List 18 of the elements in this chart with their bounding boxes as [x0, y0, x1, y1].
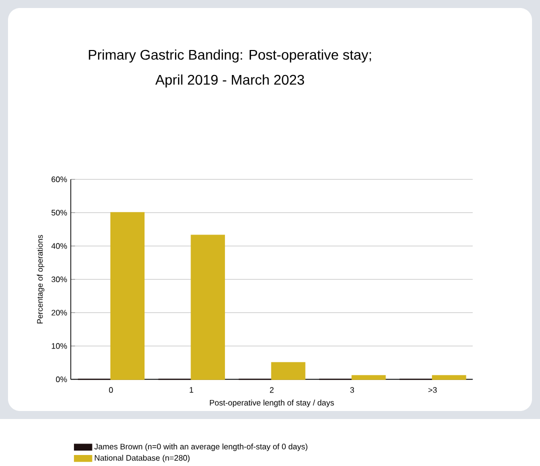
y-tick-label: 20%	[52, 310, 67, 316]
x-tick-label: >3	[428, 387, 437, 393]
x-tick-label: 3	[350, 387, 354, 393]
y-tick-label: 50%	[52, 210, 67, 216]
y-axis-title: Percentage of operations	[36, 234, 44, 324]
x-axis-title: Post-operative length of stay / days	[210, 400, 334, 408]
y-tick-label: 60%	[52, 176, 67, 182]
chart-subtitle: April 2019 - March 2023	[155, 74, 304, 88]
x-tick-label: 1	[190, 387, 194, 393]
y-tick-label: 10%	[52, 343, 67, 349]
y-tick-label: 40%	[51, 243, 67, 249]
legend-label: James Brown (n=0 with an average length-of-stay of 0 days)	[94, 443, 308, 451]
legend-label: National Database (n=280)	[94, 454, 190, 462]
x-tick-label: 0	[109, 387, 113, 393]
y-tick-label: 30%	[52, 276, 67, 282]
x-tick-label: 2	[270, 387, 274, 393]
chart-title: Primary Gastric Banding: Post-operative stay;	[88, 49, 371, 62]
y-tick-label: 0%	[56, 376, 67, 382]
